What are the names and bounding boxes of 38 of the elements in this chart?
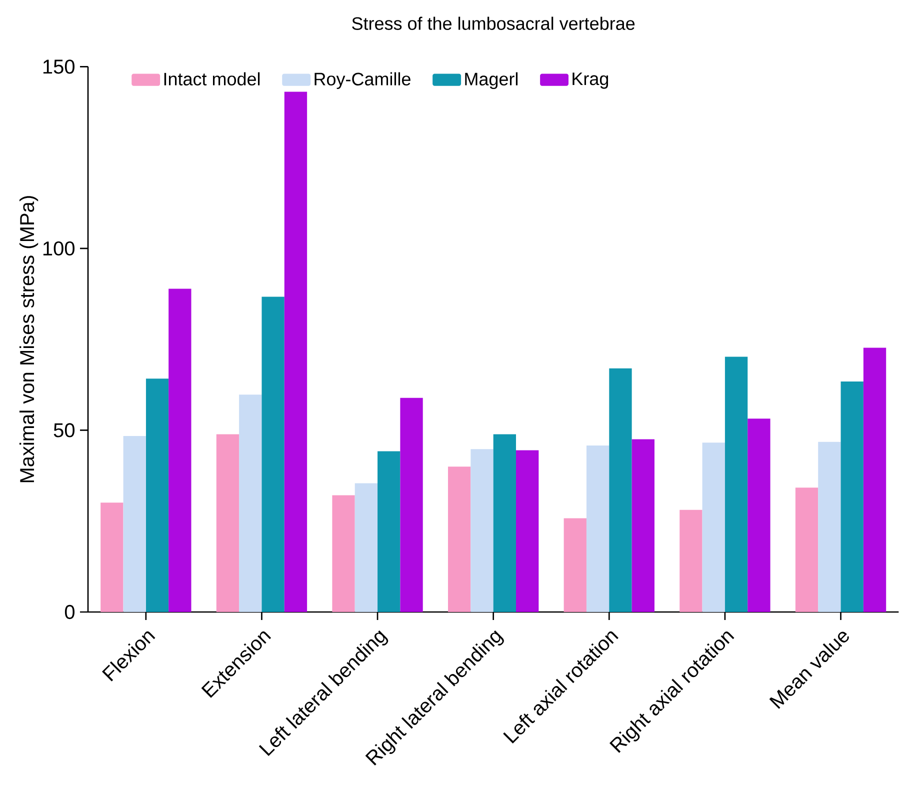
bar — [609, 368, 632, 612]
y-tick-label: 150 — [43, 60, 74, 74]
bar — [146, 378, 169, 612]
legend-label: Intact model — [164, 72, 260, 86]
chart-title: Stress of the lumbosacral vertebrae — [352, 16, 635, 30]
bar — [168, 288, 192, 612]
bar — [470, 449, 494, 612]
bar — [516, 450, 539, 612]
bar — [564, 518, 586, 612]
bar — [332, 495, 355, 612]
bar — [818, 442, 841, 612]
bar — [493, 434, 516, 612]
bar — [262, 296, 284, 612]
bar — [354, 483, 378, 612]
bar — [239, 394, 262, 612]
bar — [724, 356, 748, 612]
bar — [400, 398, 423, 612]
bar — [448, 466, 471, 612]
bar — [378, 451, 400, 612]
legend-label: Krag — [572, 72, 608, 89]
bar — [702, 442, 725, 612]
bar — [284, 92, 308, 612]
y-tick-label: 50 — [54, 423, 74, 438]
legend-label: Magerl — [465, 72, 518, 90]
bar — [586, 445, 610, 612]
bar — [680, 510, 702, 612]
bar — [100, 502, 124, 612]
bar — [632, 439, 654, 612]
y-axis-title: Maximal von Mises stress (MPa) — [19, 196, 38, 482]
y-tick-label: 0 — [64, 604, 74, 620]
bar — [840, 382, 864, 612]
bar — [795, 488, 818, 612]
bar — [216, 434, 240, 612]
bar — [863, 348, 886, 612]
legend-label: Roy-Camille — [314, 72, 410, 90]
y-tick-label: 100 — [43, 241, 74, 256]
bar — [748, 418, 770, 612]
bar — [123, 436, 146, 612]
